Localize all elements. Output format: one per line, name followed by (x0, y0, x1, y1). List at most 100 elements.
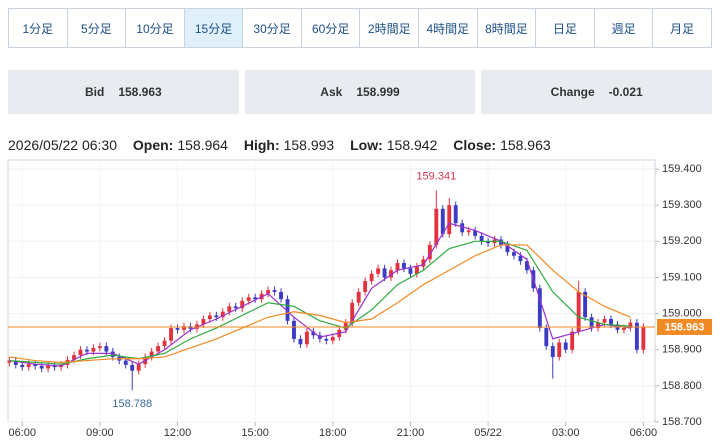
candle-body (175, 328, 180, 330)
candle-body (473, 230, 478, 236)
candle-body (544, 328, 549, 347)
ask-label: Ask (320, 85, 343, 99)
moving-average (9, 222, 631, 367)
high-label: High: (243, 137, 280, 153)
candle-body (634, 322, 639, 350)
candle-body (395, 262, 400, 271)
candle-body (214, 315, 219, 318)
ask-box: Ask 158.999 (244, 70, 476, 114)
candle-body (518, 255, 523, 262)
candle-body (576, 291, 581, 332)
timeframe-tab[interactable]: 15分足 (184, 9, 244, 47)
candle-body (550, 346, 555, 357)
moving-average (9, 244, 631, 363)
x-tick-label: 05/22 (474, 427, 502, 439)
y-tick-label: 159.200 (662, 235, 702, 247)
candle-body (201, 319, 206, 325)
candle-body (628, 322, 633, 329)
y-tick-label: 158.800 (662, 380, 702, 392)
open-label: Open: (132, 137, 174, 153)
timeframe-tab[interactable]: 週足 (594, 9, 654, 47)
candle-body (253, 297, 258, 300)
timeframe-tab[interactable]: 日足 (536, 9, 595, 47)
candle-body (453, 205, 458, 224)
candle-body (524, 261, 529, 271)
candle-body (304, 331, 309, 345)
bid-value: 158.963 (118, 85, 162, 99)
y-tick-label: 159.100 (662, 271, 702, 283)
y-tick-label: 158.700 (662, 416, 702, 428)
candle-body (7, 360, 12, 363)
candle-body (233, 306, 238, 309)
ohlc-header: 2026/05/22 06:30 Open: 158.964 High: 158.9… (8, 137, 551, 153)
candle-body (20, 364, 25, 368)
timeframe-tab[interactable]: 2時間足 (360, 9, 420, 47)
y-tick-label: 159.000 (662, 307, 702, 319)
datetime: 2026/05/22 06:30 (8, 137, 117, 153)
candle-body (72, 355, 76, 360)
candle-body (382, 268, 387, 278)
timeframe-tabs: 1分足 5分足 10分足 15分足 30分足 60分足 2時間足 4時間足 8時間足 日足 週足 月足 (8, 8, 712, 48)
candle-body (408, 268, 413, 274)
candle-body (169, 328, 173, 341)
y-tick-label: 158.900 (662, 344, 702, 356)
candle-body (13, 360, 18, 365)
candle-body (440, 208, 445, 235)
x-tick-label: 12:00 (164, 427, 192, 439)
bid-label: Bid (84, 85, 105, 99)
candle-body (279, 291, 283, 300)
timeframe-tab[interactable]: 1分足 (9, 9, 68, 47)
last-price-label: 158.963 (665, 321, 705, 333)
candle-body (414, 266, 419, 274)
candle-body (97, 346, 102, 348)
candle-body (466, 230, 471, 233)
close-label: Close: (453, 137, 497, 153)
candle-body (356, 291, 361, 303)
candle-body (609, 319, 613, 325)
candle-body (220, 311, 225, 318)
candle-body (246, 297, 251, 301)
candle-body (207, 315, 212, 320)
candle-body (110, 351, 115, 357)
candle-body (84, 349, 89, 352)
timeframe-tab[interactable]: 30分足 (243, 9, 302, 47)
candle-body (589, 317, 594, 329)
candle-body (369, 273, 374, 282)
timeframe-tab[interactable]: 10分足 (126, 9, 185, 47)
candle-body (596, 322, 601, 329)
candle-body (136, 364, 141, 371)
x-tick-label: 15:00 (241, 427, 269, 439)
candle-body (39, 365, 44, 369)
candle-body (421, 259, 426, 267)
candle-body (505, 244, 510, 253)
x-tick-label: 21:00 (397, 427, 425, 439)
candle-body (33, 364, 38, 366)
quote-bar: Bid 158.963 Ask 158.999 Change -0.021 (8, 70, 713, 114)
candle-body (563, 342, 568, 350)
candle-body (512, 252, 516, 256)
candle-body (434, 208, 439, 245)
candle-body (91, 347, 96, 352)
timeframe-tab[interactable]: 8時間足 (477, 9, 537, 47)
timeframe-tab[interactable]: 月足 (653, 9, 711, 47)
candle-body (350, 302, 355, 323)
candle-body (26, 364, 31, 368)
low-value: 158.942 (386, 137, 438, 153)
extreme-label: 159.341 (416, 170, 456, 182)
candle-body (104, 346, 109, 352)
candle-body (641, 326, 646, 350)
candle-body (389, 270, 393, 278)
candle-body (427, 244, 432, 260)
candle-body (311, 331, 316, 336)
x-tick-label: 06:00 (630, 427, 658, 439)
change-value: -0.021 (608, 85, 643, 99)
candle-body (330, 337, 335, 341)
timeframe-tab[interactable]: 4時間足 (419, 9, 478, 47)
timeframe-tab[interactable]: 60分足 (301, 9, 361, 47)
timeframe-tab[interactable]: 5分足 (67, 9, 127, 47)
candle-body (622, 328, 626, 330)
candle-body (162, 340, 167, 347)
candle-body (123, 360, 128, 365)
